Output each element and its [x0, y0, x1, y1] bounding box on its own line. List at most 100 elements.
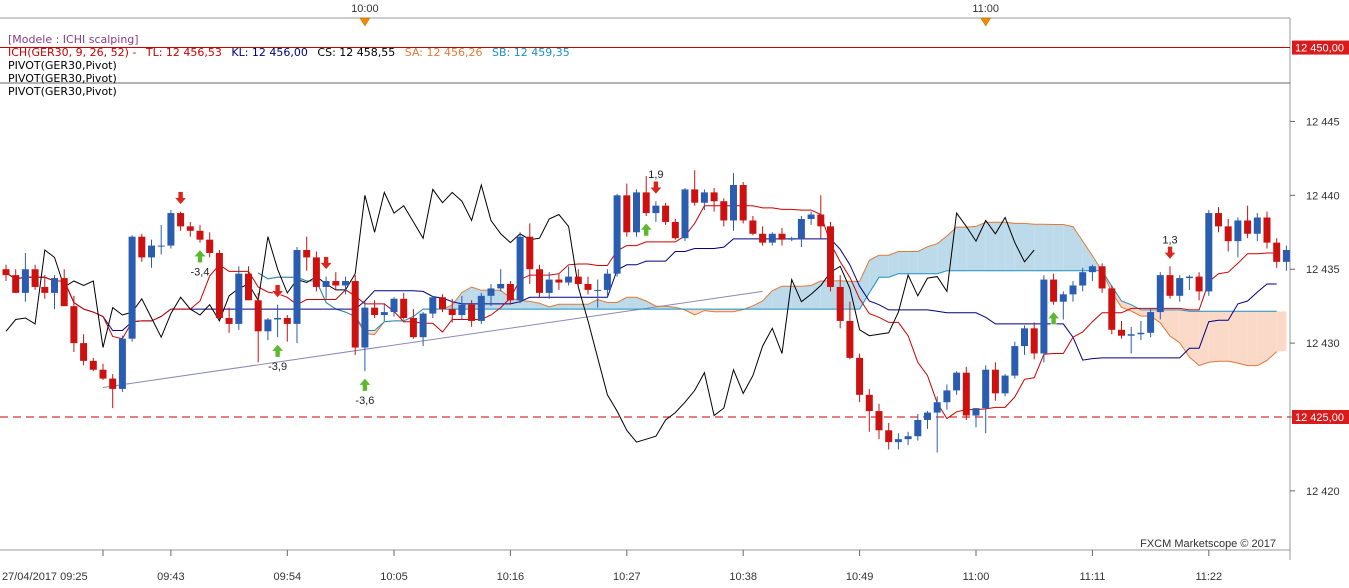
- candle-body: [700, 192, 708, 203]
- candle-body: [574, 276, 582, 284]
- y-tick-label: 12 435: [1306, 264, 1340, 276]
- cloud-segment: [588, 299, 598, 310]
- candle-body: [225, 317, 233, 324]
- candle-body: [671, 221, 679, 239]
- candle-body: [865, 394, 873, 412]
- candle-body: [555, 279, 563, 283]
- cloud-segment: [549, 304, 559, 310]
- candle-body: [516, 236, 524, 301]
- time-marker-icon: [980, 17, 992, 27]
- candle-body: [1253, 217, 1261, 234]
- candle-body: [1118, 329, 1125, 336]
- cloud-segment: [1257, 311, 1267, 366]
- pivot-label-2: PIVOT(GER30,Pivot): [8, 72, 117, 85]
- cloud-segment: [859, 260, 870, 310]
- price-tag: [1292, 40, 1349, 55]
- candle-body: [953, 372, 961, 391]
- candle-body: [1108, 288, 1116, 330]
- price-tag-label: 12 450,00: [1295, 43, 1344, 55]
- cloud-segment: [539, 303, 550, 310]
- candle-body: [439, 297, 446, 310]
- model-label: [Modele : ICHI scalping]: [8, 33, 139, 46]
- candle-body: [904, 436, 912, 440]
- candle-body: [274, 317, 282, 320]
- cloud-segment: [995, 222, 1006, 271]
- grid: [0, 17, 1291, 560]
- cloud-segment: [869, 255, 879, 293]
- cloud-segment: [1160, 309, 1170, 337]
- ichimoku-cloud: [258, 222, 1287, 366]
- candle-body: [215, 252, 223, 318]
- cloud-segment: [1267, 311, 1277, 361]
- kl-value: KL: 12 456,00: [231, 46, 308, 59]
- cloud-segment: [1179, 309, 1190, 358]
- candle-body: [652, 205, 660, 214]
- cloud-segment: [927, 243, 938, 274]
- candle-body: [1166, 275, 1174, 296]
- candle-body: [303, 250, 311, 258]
- arrow-up-icon: [639, 222, 653, 237]
- candle-body: [138, 236, 146, 258]
- cloud-segment: [1170, 309, 1180, 343]
- cloud-segment: [801, 285, 812, 310]
- cloud-segment: [1034, 224, 1044, 271]
- candle-body: [400, 298, 408, 318]
- trendline: [102, 290, 763, 388]
- x-tick-label: 11:11: [1079, 571, 1105, 583]
- cloud-segment: [976, 222, 986, 271]
- candle-body: [128, 236, 136, 339]
- candle-body: [31, 269, 39, 287]
- cloud-segment: [1063, 224, 1073, 271]
- candle-body: [545, 279, 553, 293]
- candles: [2, 170, 1290, 453]
- candle-body: [70, 306, 78, 344]
- candle-body: [351, 281, 359, 348]
- time-marker-icon: [359, 17, 371, 27]
- x-tick-label: 10:38: [729, 571, 757, 583]
- arrow-up-icon: [270, 343, 285, 358]
- candle-body: [846, 320, 854, 358]
- candle-body: [1234, 220, 1242, 242]
- candle-body: [603, 273, 611, 290]
- cloud-segment: [568, 304, 579, 310]
- cloud-segment: [917, 246, 928, 274]
- arrow-up-icon: [193, 249, 207, 263]
- cloud-segment: [520, 300, 530, 310]
- cloud-segment: [1024, 223, 1035, 271]
- cloud-segment: [617, 297, 627, 310]
- candle-body: [1244, 220, 1252, 234]
- candle-body: [361, 307, 369, 348]
- candle-body: [875, 411, 883, 431]
- candle-body: [749, 220, 757, 234]
- candle-body: [972, 408, 980, 416]
- candle-body: [148, 245, 155, 258]
- candle-body: [962, 372, 970, 416]
- candle-body: [817, 214, 825, 227]
- candle-body: [807, 214, 815, 219]
- candle-body: [982, 369, 990, 409]
- candle-body: [914, 419, 922, 437]
- x-tick-label: 10:49: [846, 571, 874, 583]
- candle-body: [60, 278, 68, 307]
- candle-body: [2, 269, 10, 276]
- candle-body: [1040, 279, 1048, 354]
- candle-body: [1088, 266, 1096, 273]
- arrow-down-icon: [1163, 245, 1177, 260]
- cloud-segment: [937, 235, 947, 274]
- candle-body: [681, 189, 689, 239]
- arrow-down-icon: [649, 180, 663, 195]
- cloud-segment: [772, 286, 782, 310]
- candle-body: [429, 297, 437, 314]
- y-tick-label: 12 440: [1306, 190, 1340, 202]
- signal-label: -3,4: [191, 267, 210, 279]
- cloud-segment: [908, 251, 918, 274]
- candle-body: [380, 312, 388, 316]
- candle-body: [322, 281, 330, 287]
- candle-body: [885, 430, 893, 443]
- candle-body: [836, 286, 844, 321]
- cloud-segment: [529, 301, 540, 310]
- candle-body: [80, 343, 88, 361]
- cloud-segment: [985, 222, 996, 271]
- cloud-segment: [510, 298, 521, 310]
